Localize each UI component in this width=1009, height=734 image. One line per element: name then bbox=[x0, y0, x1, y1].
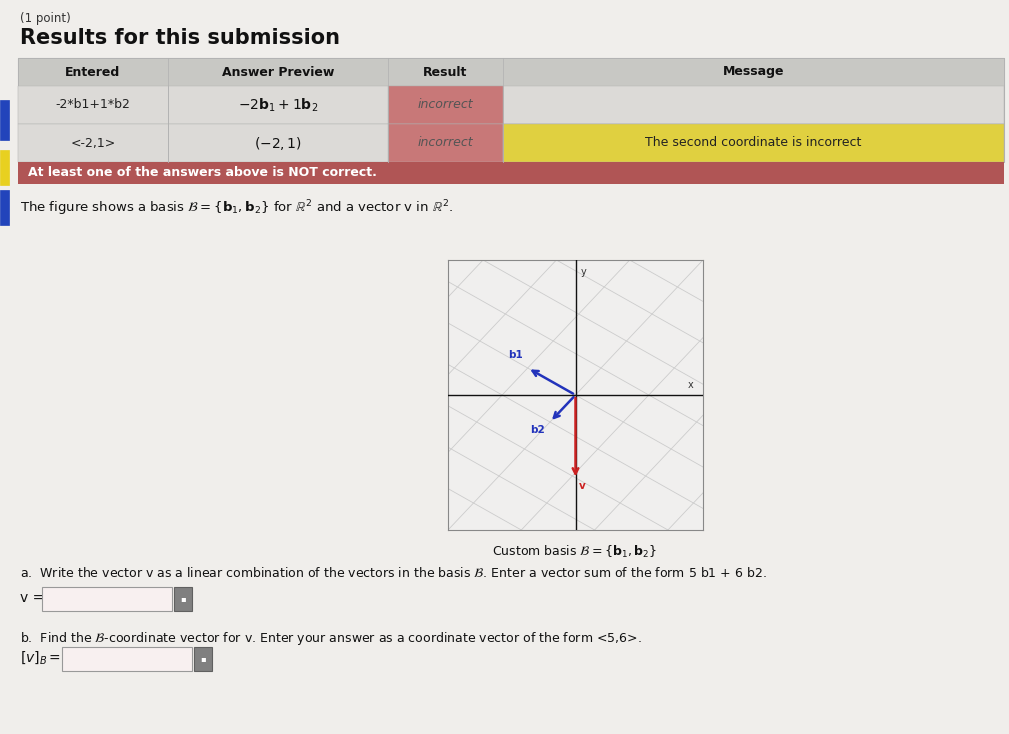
Bar bbox=[194, 647, 212, 671]
Text: At least one of the answers above is NOT correct.: At least one of the answers above is NOT… bbox=[28, 167, 377, 180]
Text: Entered: Entered bbox=[66, 65, 121, 79]
Text: -2*b1+1*b2: -2*b1+1*b2 bbox=[55, 98, 130, 112]
Bar bbox=[18, 58, 1004, 86]
Bar bbox=[174, 587, 192, 611]
Bar bbox=[18, 58, 1004, 162]
Text: b2: b2 bbox=[531, 426, 545, 435]
Text: v =: v = bbox=[20, 591, 44, 605]
Text: incorrect: incorrect bbox=[418, 137, 473, 150]
Text: The second coordinate is incorrect: The second coordinate is incorrect bbox=[646, 137, 862, 150]
Text: $[v]_B =$: $[v]_B =$ bbox=[20, 650, 62, 666]
Text: b.  Find the $\mathcal{B}$-coordinate vector for v. Enter your answer as a coord: b. Find the $\mathcal{B}$-coordinate vec… bbox=[20, 630, 642, 647]
Text: Custom basis $\mathcal{B} = \{\mathbf{b}_1, \mathbf{b}_2\}$: Custom basis $\mathcal{B} = \{\mathbf{b}… bbox=[492, 544, 658, 560]
Bar bbox=[503, 124, 1004, 162]
Text: Result: Result bbox=[424, 65, 468, 79]
Text: ▪: ▪ bbox=[181, 595, 186, 603]
Bar bbox=[0, 150, 9, 185]
Text: v: v bbox=[579, 481, 586, 491]
Text: incorrect: incorrect bbox=[418, 98, 473, 112]
Bar bbox=[18, 124, 1004, 162]
Text: a.  Write the vector v as a linear combination of the vectors in the basis $\mat: a. Write the vector v as a linear combin… bbox=[20, 566, 767, 580]
Bar bbox=[0, 100, 9, 140]
Text: Answer Preview: Answer Preview bbox=[222, 65, 334, 79]
Bar bbox=[0, 190, 9, 225]
Text: (1 point): (1 point) bbox=[20, 12, 71, 25]
Bar bbox=[62, 647, 192, 671]
Text: b1: b1 bbox=[509, 349, 523, 360]
Bar bbox=[388, 124, 503, 162]
Text: x: x bbox=[688, 380, 693, 390]
Text: $(-2, 1)$: $(-2, 1)$ bbox=[254, 134, 302, 151]
Text: <-2,1>: <-2,1> bbox=[71, 137, 116, 150]
Text: y: y bbox=[580, 266, 586, 277]
Text: Message: Message bbox=[722, 65, 784, 79]
Bar bbox=[388, 86, 503, 124]
Text: Results for this submission: Results for this submission bbox=[20, 28, 340, 48]
Bar bbox=[18, 162, 1004, 184]
Bar bbox=[18, 86, 1004, 124]
Bar bbox=[42, 587, 172, 611]
Text: The figure shows a basis $\mathcal{B} = \{\mathbf{b}_1, \mathbf{b}_2\}$ for $\ma: The figure shows a basis $\mathcal{B} = … bbox=[20, 198, 453, 217]
Text: ▪: ▪ bbox=[200, 655, 206, 664]
Text: $-2\mathbf{b}_1 + 1\mathbf{b}_2$: $-2\mathbf{b}_1 + 1\mathbf{b}_2$ bbox=[238, 96, 318, 114]
